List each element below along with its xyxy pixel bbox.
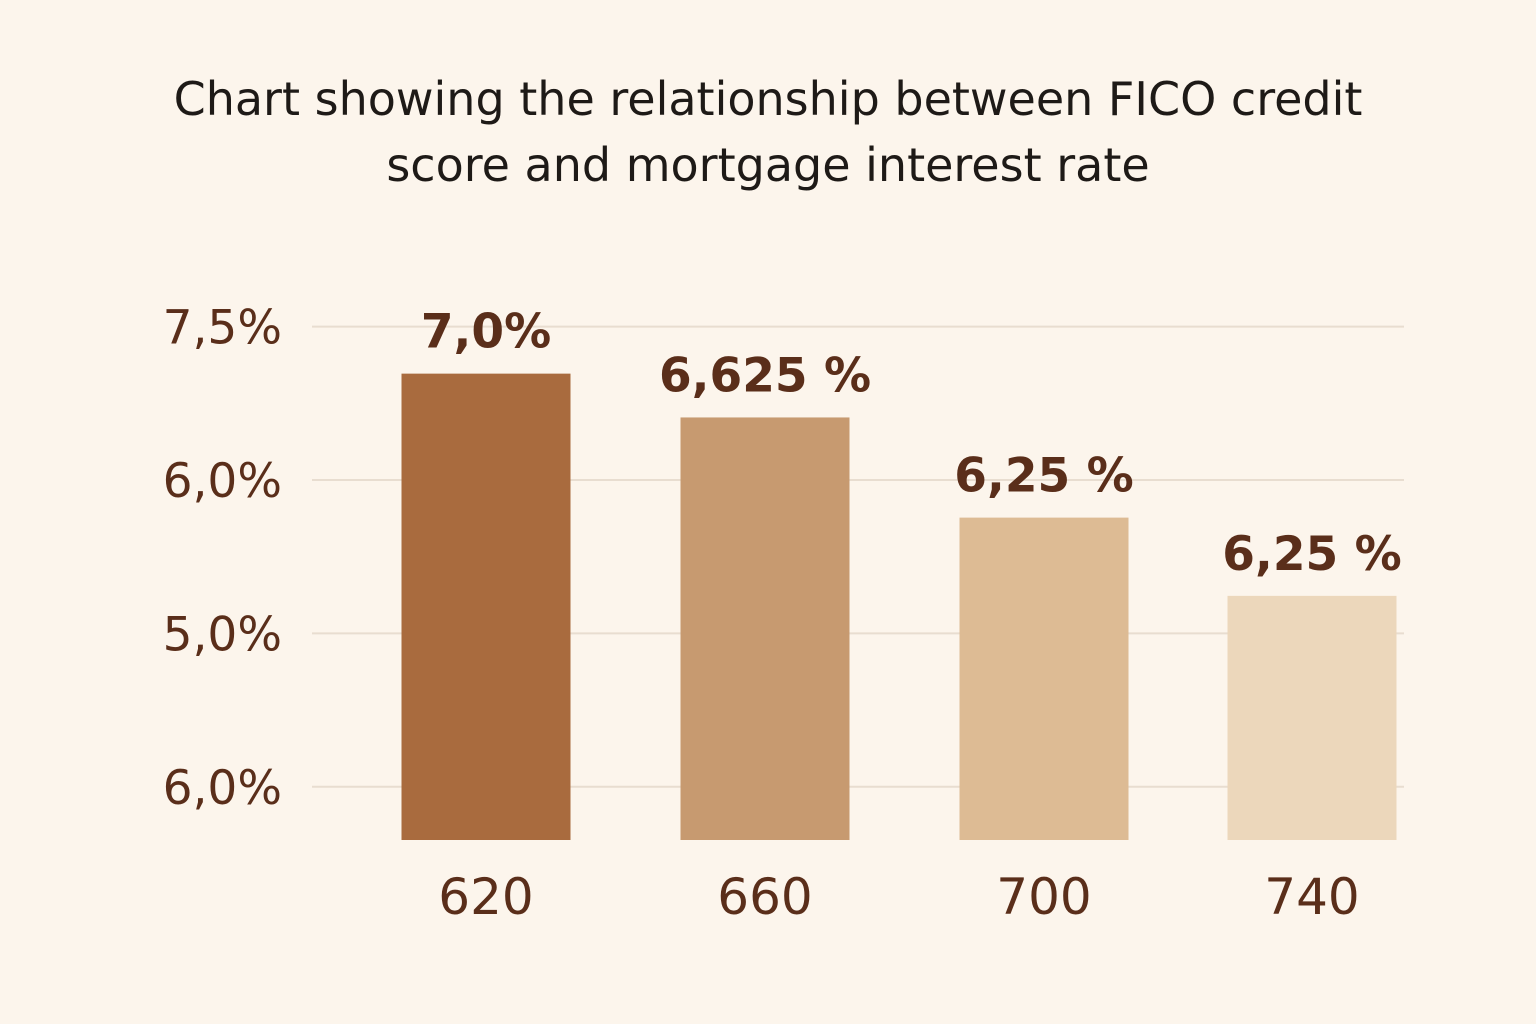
bar-700 — [959, 517, 1129, 840]
bar-740 — [1227, 595, 1397, 840]
y-tick-label: 5,0% — [163, 607, 282, 662]
y-axis-tick-labels: 7,5% 6,0% 5,0% 6,0% — [163, 301, 282, 816]
x-axis-category-labels: 620 660 700 740 — [438, 868, 1359, 926]
chart-title-line-1: Chart showing the relationship between F… — [173, 72, 1363, 126]
category-label-700: 700 — [996, 868, 1091, 926]
bar-660 — [680, 417, 850, 840]
value-label-700: 6,25 % — [954, 449, 1133, 504]
bar-620 — [401, 373, 571, 840]
value-label-620: 7,0% — [421, 305, 551, 360]
bars — [401, 373, 1397, 840]
category-label-660: 660 — [717, 868, 812, 926]
chart-title-line-2: score and mortgage interest rate — [386, 138, 1150, 192]
category-label-620: 620 — [438, 868, 533, 926]
y-tick-label: 7,5% — [163, 301, 282, 356]
chart-title: Chart showing the relationship between F… — [0, 66, 1536, 198]
value-labels: 7,0% 6,625 % 6,25 % 6,25 % — [421, 305, 1402, 582]
category-label-740: 740 — [1264, 868, 1359, 926]
value-label-740: 6,25 % — [1222, 527, 1401, 582]
y-tick-label: 6,0% — [163, 761, 282, 816]
y-tick-label: 6,0% — [163, 454, 282, 509]
value-label-660: 6,625 % — [659, 348, 871, 403]
